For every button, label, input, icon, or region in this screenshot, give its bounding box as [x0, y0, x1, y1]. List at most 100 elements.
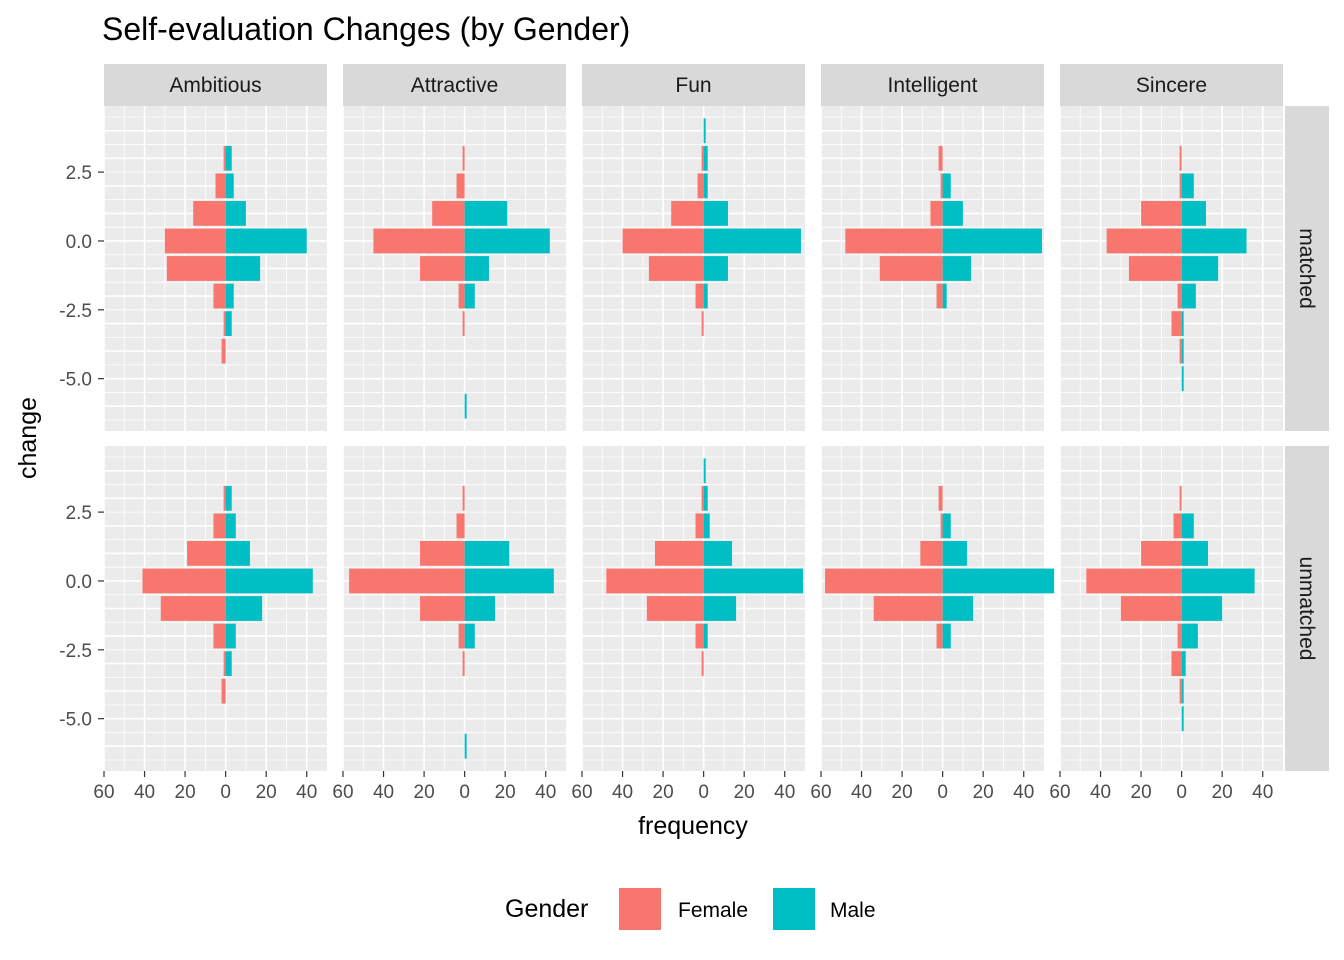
- bar-male: [703, 623, 708, 649]
- bar-female: [462, 485, 465, 511]
- x-tick-label: 60: [93, 782, 114, 803]
- facet-strip: [1060, 64, 1283, 106]
- bar-female: [223, 485, 226, 511]
- bar-female: [930, 201, 943, 226]
- bar-male: [942, 596, 974, 621]
- bar-male: [942, 568, 1055, 594]
- x-tick-label: 0: [1176, 782, 1187, 803]
- facet-label-fun: Fun: [675, 74, 711, 97]
- bar-male: [225, 145, 232, 171]
- x-tick-label: 20: [653, 782, 674, 803]
- x-tick-label: 40: [612, 782, 633, 803]
- bar-female: [940, 513, 943, 539]
- facet-label-ambitious: Ambitious: [169, 74, 261, 97]
- y-tick-label: 0.0: [66, 572, 92, 593]
- bar-male: [464, 623, 475, 649]
- bar-male: [942, 541, 967, 566]
- x-tick-label: 60: [1049, 782, 1070, 803]
- bar-male: [1181, 201, 1206, 226]
- bar-male: [942, 173, 951, 199]
- panel-intelligent-unmatched: [820, 446, 1055, 771]
- x-tick-label: 40: [1090, 782, 1111, 803]
- bar-female: [697, 173, 704, 199]
- bar-female: [879, 256, 943, 281]
- bar-female: [223, 145, 226, 171]
- bar-female: [213, 283, 226, 309]
- bar-female: [1179, 145, 1182, 171]
- bar-female: [373, 228, 465, 254]
- bar-male: [703, 458, 706, 484]
- y-axis-title: change: [14, 397, 42, 479]
- bar-female: [671, 201, 704, 226]
- bar-male: [1181, 338, 1184, 364]
- panel-fun-unmatched: [581, 446, 805, 771]
- bar-male: [1181, 568, 1255, 594]
- bar-female: [213, 623, 226, 649]
- facet-strip: [1285, 106, 1329, 431]
- bar-male: [703, 513, 710, 539]
- panel-ambitious-matched: [103, 106, 327, 431]
- x-tick-label: 40: [851, 782, 872, 803]
- bar-male: [703, 596, 737, 621]
- y-tick-label: -2.5: [59, 641, 92, 662]
- bar-male: [1181, 311, 1184, 336]
- bar-male: [703, 256, 728, 281]
- bar-male: [464, 541, 510, 566]
- bar-female: [701, 311, 704, 336]
- facet-strip: [104, 64, 327, 106]
- facet-strips: Ambitious Attractive Fun Intelligent Sincere…: [104, 64, 1329, 771]
- facet-strip: [821, 64, 1044, 106]
- panel-ambitious-unmatched: [103, 446, 327, 771]
- x-tick-label: 20: [973, 782, 994, 803]
- bar-female: [646, 596, 704, 621]
- x-tick-label: 40: [134, 782, 155, 803]
- bar-female: [213, 513, 226, 539]
- bar-male: [703, 118, 706, 144]
- bar-female: [695, 513, 704, 539]
- bar-male: [225, 228, 307, 254]
- bar-female: [166, 256, 226, 281]
- y-tick-label: 2.5: [66, 503, 92, 524]
- x-tick-label: 40: [1252, 782, 1273, 803]
- y-tick-label: 2.5: [66, 163, 92, 184]
- legend-key-male: [773, 888, 815, 930]
- x-tick-label: 0: [459, 782, 470, 803]
- bar-female: [1179, 485, 1182, 511]
- bar-male: [464, 228, 550, 254]
- facet-label-unmatched: unmatched: [1295, 557, 1318, 661]
- bar-female: [920, 541, 943, 566]
- bar-female: [1171, 311, 1182, 336]
- bar-female: [701, 145, 704, 171]
- bar-male: [1181, 256, 1219, 281]
- bar-female: [1141, 201, 1182, 226]
- bar-female: [432, 201, 465, 226]
- bar-female: [1177, 283, 1182, 309]
- bar-female: [936, 623, 943, 649]
- bar-female: [420, 596, 465, 621]
- bar-female: [1179, 678, 1182, 704]
- x-tick-label: 20: [414, 782, 435, 803]
- bar-male: [703, 568, 803, 594]
- bar-male: [225, 651, 232, 676]
- bar-male: [225, 596, 263, 621]
- bar-male: [464, 201, 508, 226]
- panel-sincere-matched: [1059, 106, 1283, 431]
- bar-male: [942, 228, 1042, 254]
- bar-male: [464, 283, 475, 309]
- bar-male: [942, 513, 951, 539]
- bar-male: [703, 145, 708, 171]
- bar-male: [225, 541, 250, 566]
- bar-female: [215, 173, 226, 199]
- bar-female: [654, 541, 704, 566]
- bar-male: [1181, 706, 1184, 732]
- bar-female: [462, 651, 465, 676]
- bar-female: [1106, 228, 1182, 254]
- facet-label-intelligent: Intelligent: [888, 74, 978, 97]
- bar-male: [703, 541, 733, 566]
- bar-male: [1181, 596, 1223, 621]
- x-tick-label: 60: [571, 782, 592, 803]
- bar-female: [938, 145, 943, 171]
- bar-female: [223, 651, 226, 676]
- bar-female: [193, 201, 226, 226]
